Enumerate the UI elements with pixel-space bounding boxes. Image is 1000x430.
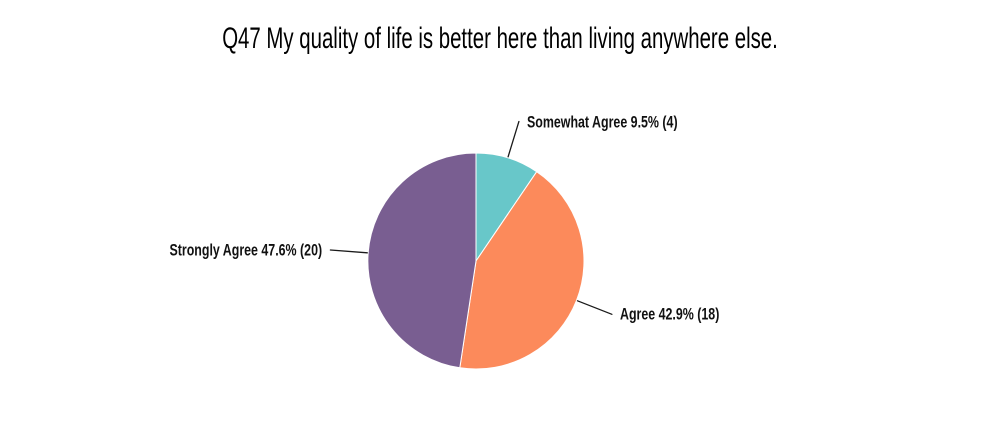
pie-label-somewhat-agree: Somewhat Agree 9.5% (4) [526, 112, 678, 131]
pie-label-strongly-agree: Strongly Agree 47.6% (20) [169, 240, 323, 260]
leader-line-somewhat-agree [507, 120, 520, 158]
leader-line-strongly-agree [329, 249, 368, 254]
chart-title: Q47 My quality of life is better here th… [222, 22, 778, 55]
pie-label-agree: Agree 42.9% (18) [619, 304, 720, 324]
pie-slice-agree [459, 171, 585, 370]
leader-line-agree [576, 300, 613, 315]
pie-slice-strongly-agree [367, 152, 477, 369]
